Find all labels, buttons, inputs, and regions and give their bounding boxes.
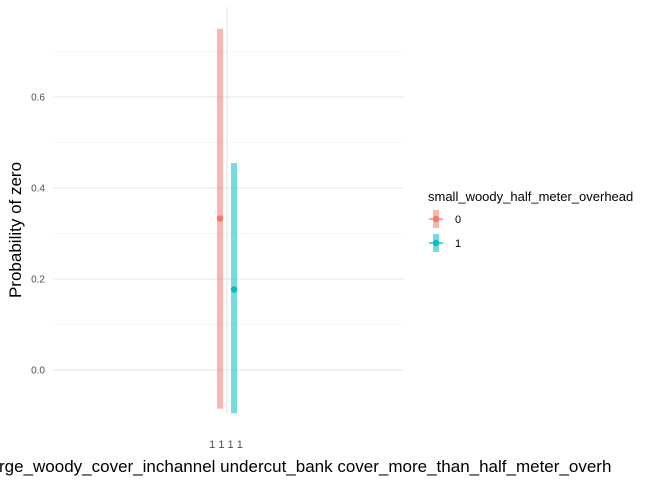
y-tick-label: 0.0 — [31, 366, 45, 377]
y-tick-label: 0.6 — [31, 93, 45, 104]
legend-label: 1 — [455, 238, 461, 250]
x-axis-label: rge_woody_cover_inchannel undercut_bank … — [0, 457, 611, 476]
legend-key-point — [432, 215, 440, 223]
y-tick-label: 0.2 — [31, 275, 45, 286]
point-estimate-1 — [230, 286, 238, 293]
legend: small_woody_half_meter_overhead 01 — [428, 189, 633, 252]
y-tick-label: 0.4 — [31, 184, 45, 195]
panel — [53, 7, 404, 414]
point-estimate-0 — [216, 215, 224, 222]
legend-items: 01 — [429, 210, 461, 252]
gridlines — [53, 51, 404, 371]
data-marks — [216, 28, 238, 414]
legend-label: 0 — [455, 214, 461, 226]
legend-key-point — [432, 239, 440, 247]
legend-item-0: 0 — [429, 210, 461, 228]
y-axis-label: Probability of zero — [6, 162, 25, 298]
y-axis-ticks: 0.0 0.2 0.4 0.6 — [31, 93, 45, 377]
x-tick-label: 1 1 1 1 — [209, 439, 243, 451]
legend-item-1: 1 — [429, 234, 461, 252]
legend-title: small_woody_half_meter_overhead — [428, 189, 633, 204]
